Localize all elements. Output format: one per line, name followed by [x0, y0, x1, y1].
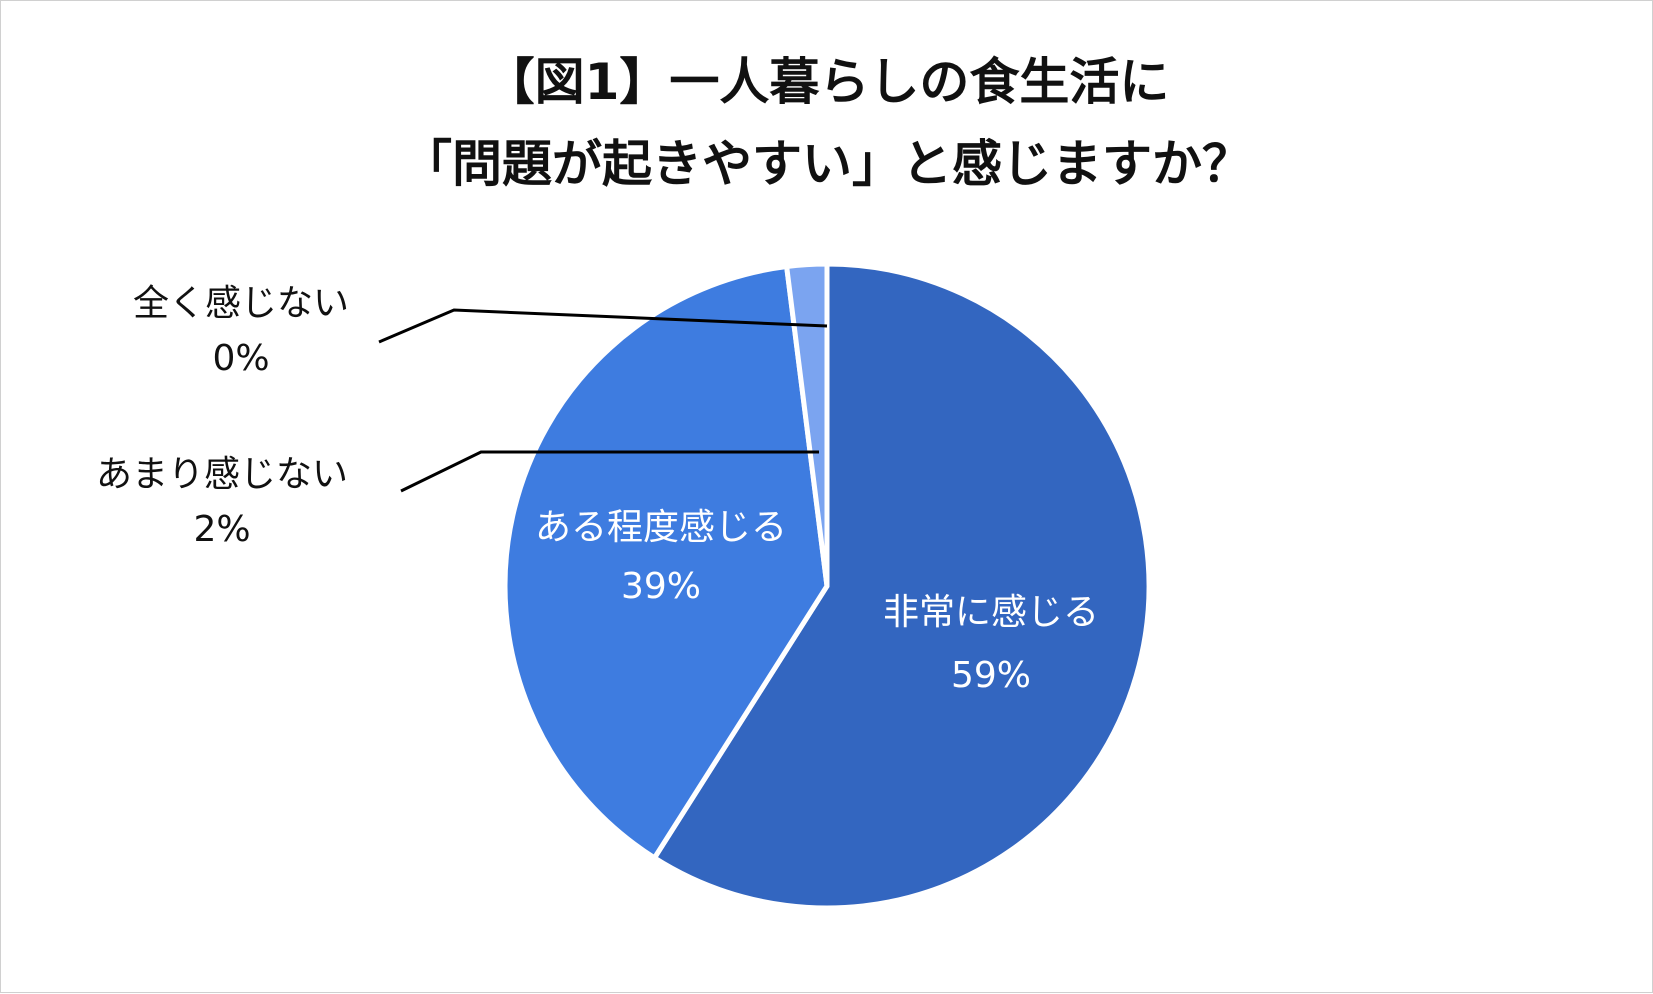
slice-value-2: 39% [621, 566, 701, 607]
pie-slice-3 [784, 261, 830, 589]
leader-line-4 [378, 308, 828, 344]
slice-value-3: 2% [193, 509, 250, 550]
pie-slice-2 [502, 264, 830, 861]
slice-label-2: ある程度感じる [535, 507, 787, 548]
slice-label-1: 非常に感じる [883, 592, 1099, 633]
pie-slice-1 [651, 261, 1152, 911]
chart-title-line-1: 【図1】一人暮らしの食生活に [485, 53, 1170, 111]
leader-lines [378, 308, 828, 493]
slice-value-1: 59% [951, 655, 1031, 696]
slice-value-4: 0% [212, 338, 269, 379]
slice-labels: 非常に感じる 59% ある程度感じる 39% あまり感じない 2% 全く感じない 0% [96, 283, 1099, 696]
slice-label-4: 全く感じない [133, 283, 349, 324]
pie-slices [502, 261, 1152, 911]
slice-label-3: あまり感じない [96, 454, 348, 495]
chart-title-line-2: 「問題が起きやすい」と感じますか？ [402, 135, 1252, 193]
leader-line-3 [400, 450, 819, 493]
